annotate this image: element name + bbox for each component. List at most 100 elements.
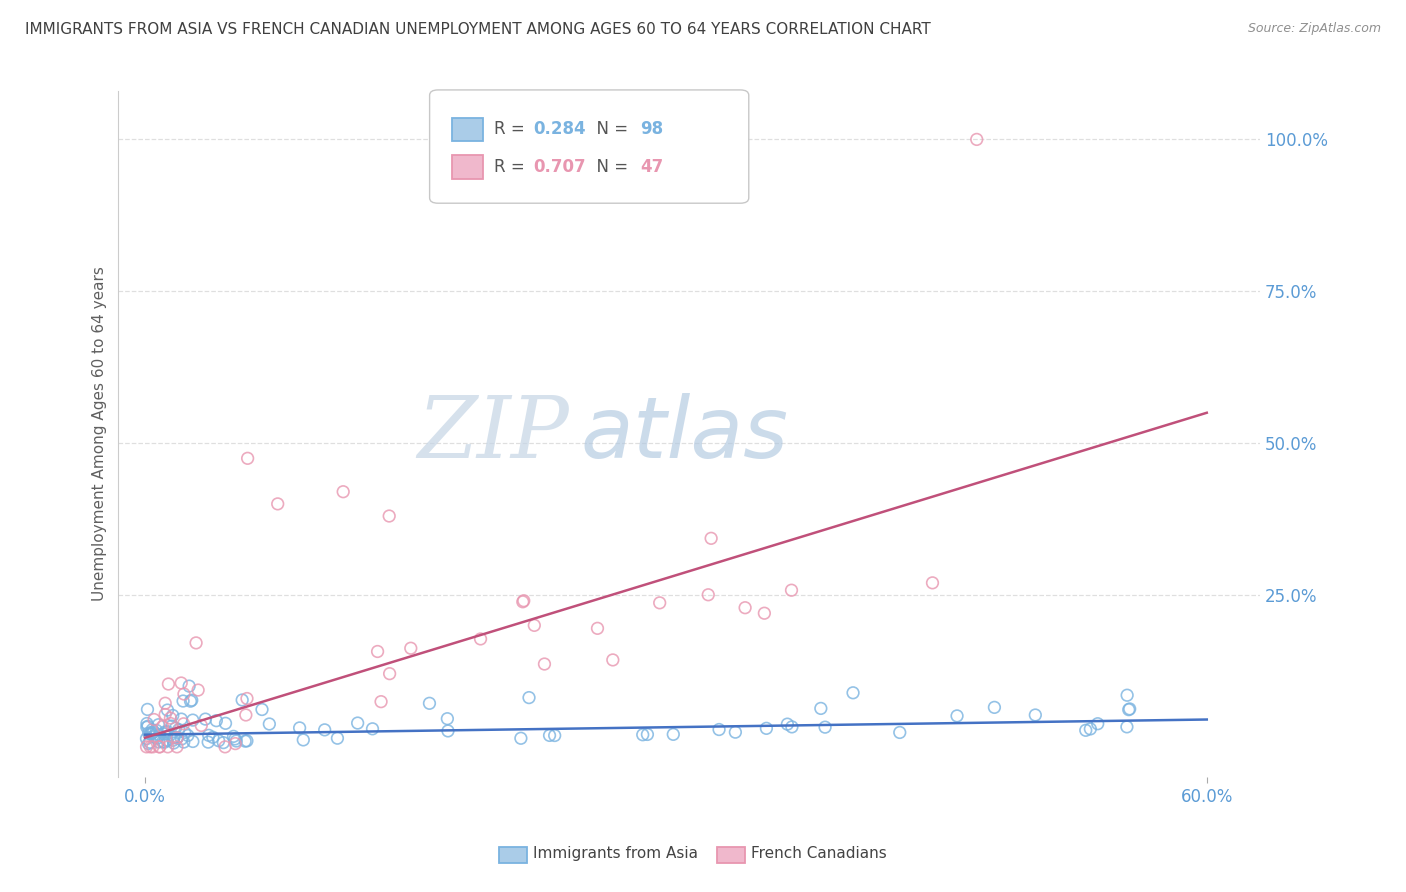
Text: 0.284: 0.284 [534,120,586,138]
Point [148,739,170,754]
Point [288,721,311,735]
Point [146,731,169,746]
Point [159,716,181,731]
Point [167,723,190,737]
Point [143,730,166,744]
Point [138,737,160,751]
Point [152,735,174,749]
Point [697,588,720,602]
Point [1087,716,1109,731]
Point [780,583,803,598]
Point [173,716,195,731]
Point [148,735,170,749]
Point [533,657,555,671]
Point [544,729,567,743]
Point [173,725,195,739]
Text: 98: 98 [641,120,664,138]
Point [1116,720,1139,734]
Point [138,726,160,740]
Point [707,723,730,737]
Point [181,713,204,727]
Point [231,693,253,707]
Point [152,720,174,734]
Point [776,717,799,731]
Point [517,690,540,705]
Point [367,644,389,658]
Point [983,700,1005,714]
Point [179,694,201,708]
Point [233,734,256,748]
Point [149,739,172,754]
Text: R =: R = [495,120,530,138]
Point [166,739,188,754]
Point [810,701,832,715]
Text: ZIP: ZIP [418,392,569,475]
Point [159,711,181,725]
Point [236,691,259,706]
Point [470,632,492,646]
Point [436,712,458,726]
Point [1024,708,1046,723]
Point [148,717,170,731]
Point [1118,702,1140,716]
Point [163,736,186,750]
Point [166,731,188,745]
Point [187,683,209,698]
Point [361,722,384,736]
Point [190,718,212,732]
Point [1074,723,1097,738]
Point [418,696,440,710]
Point [172,694,194,708]
Point [135,716,157,731]
Point [141,723,163,737]
Point [267,497,290,511]
Point [156,724,179,739]
Point [214,739,236,754]
Text: 0.707: 0.707 [534,158,586,176]
Point [142,739,165,754]
Text: N =: N = [586,158,633,176]
Point [513,593,536,607]
Point [734,600,756,615]
Point [173,735,195,749]
Point [162,733,184,747]
Point [662,727,685,741]
Point [135,739,157,754]
Point [754,606,776,620]
Point [159,728,181,742]
Point [1078,722,1101,736]
Point [214,716,236,731]
Point [145,723,167,738]
Point [160,719,183,733]
Point [142,724,165,739]
Point [292,732,315,747]
Point [163,731,186,745]
Point [197,728,219,742]
Point [143,713,166,727]
Point [139,735,162,749]
Point [173,687,195,701]
Point [141,725,163,739]
Point [437,723,460,738]
Point [1116,688,1139,702]
Point [208,733,231,747]
Text: French Canadians: French Canadians [751,847,887,861]
Point [155,696,177,710]
Point [141,726,163,740]
Point [586,621,609,635]
Text: Immigrants from Asia: Immigrants from Asia [533,847,697,861]
Point [225,734,247,748]
Point [157,677,180,691]
Point [814,720,837,734]
Point [194,712,217,726]
Point [523,618,546,632]
Point [538,728,561,742]
Point [636,727,658,741]
Point [378,666,401,681]
Text: Source: ZipAtlas.com: Source: ZipAtlas.com [1247,22,1381,36]
Point [139,727,162,741]
Point [153,707,176,722]
Point [222,730,245,744]
Point [1118,703,1140,717]
Point [135,720,157,734]
